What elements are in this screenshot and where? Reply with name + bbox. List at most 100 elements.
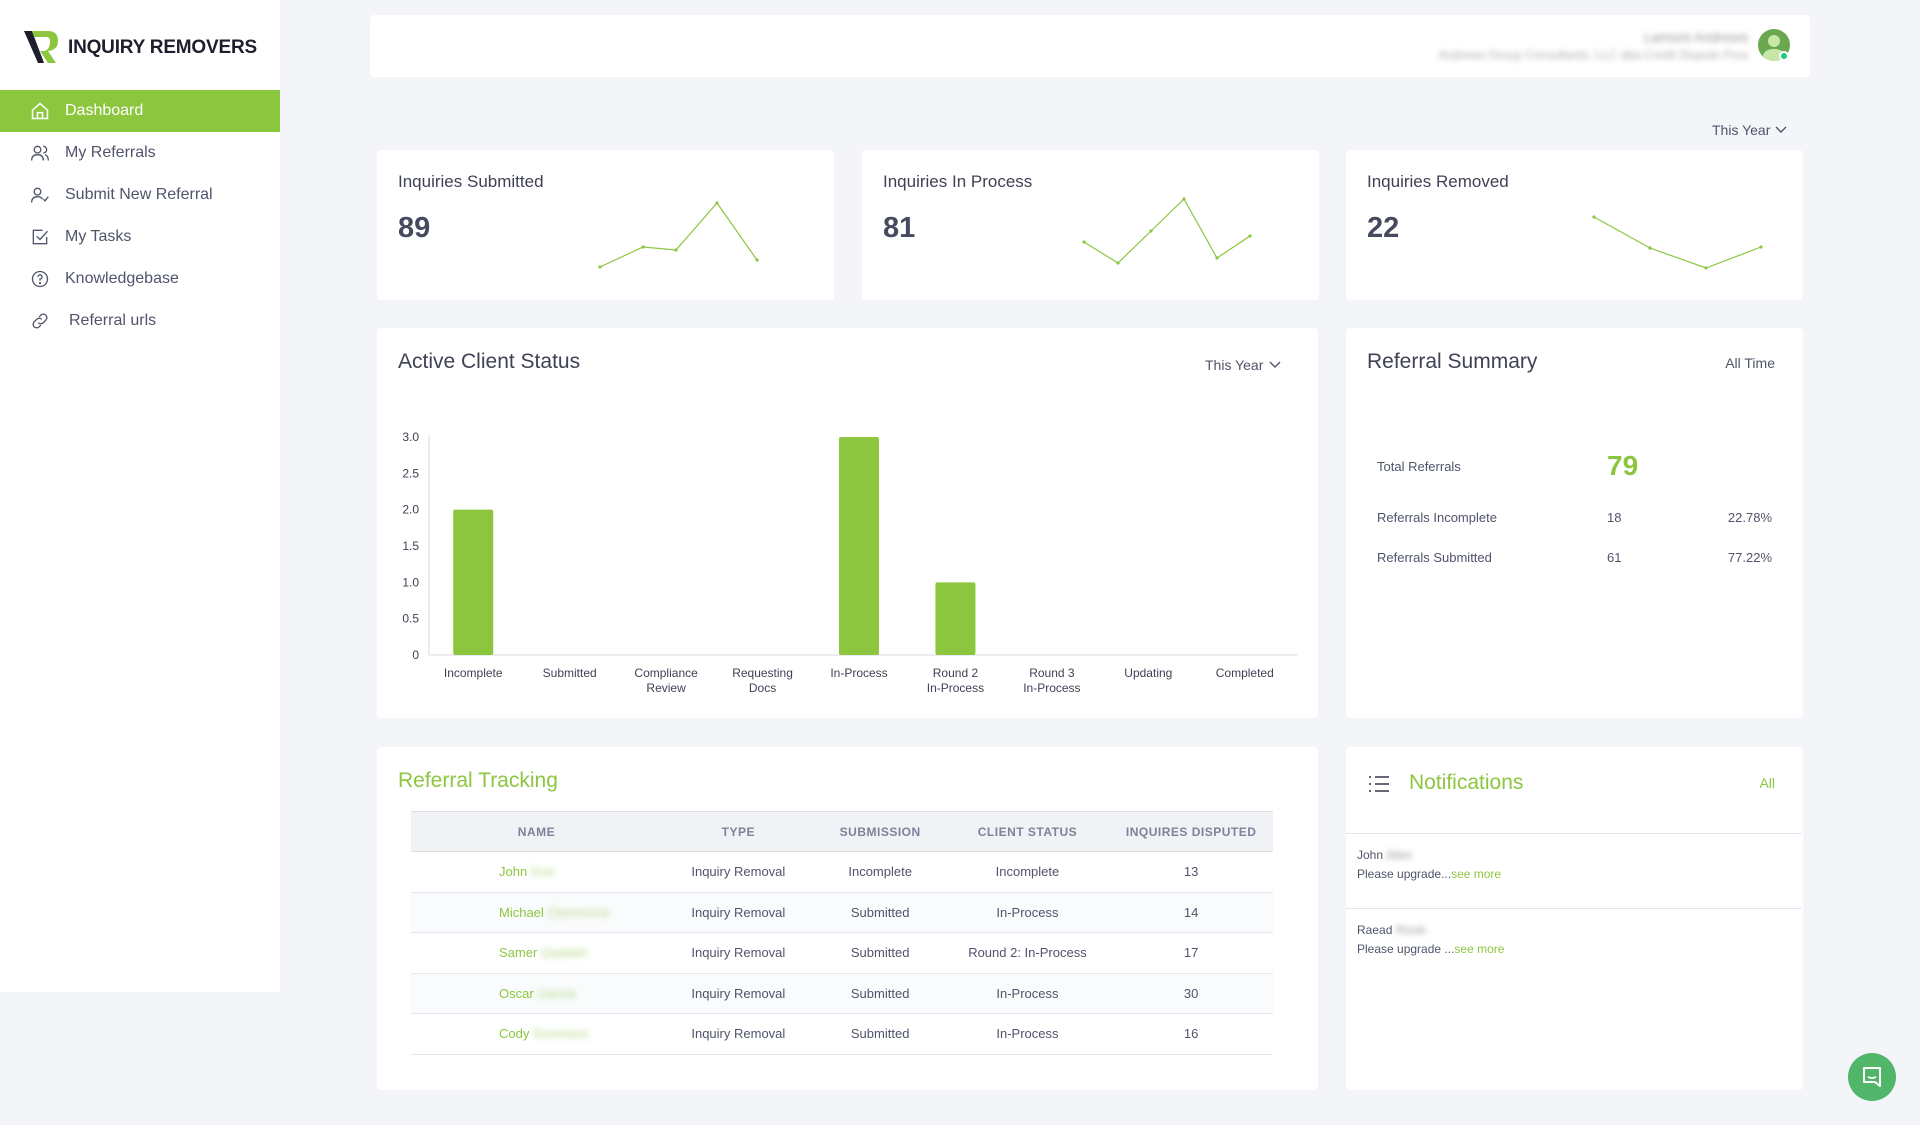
see-more-link[interactable]: see more <box>1454 942 1505 956</box>
stat-title: Inquiries Removed <box>1367 172 1509 191</box>
section-title: Referral Summary <box>1367 350 1538 373</box>
referral-name-link[interactable]: Oscar Garcia <box>499 986 576 1001</box>
referral-type: Inquiry Removal <box>661 973 815 1014</box>
summary-period-label[interactable]: All Time <box>1725 355 1775 371</box>
user-name: Lamont Andrews <box>1643 29 1748 45</box>
summary-total-row: Total Referrals 79 <box>1377 450 1772 482</box>
section-title: Notifications <box>1409 771 1524 794</box>
notification-sender-first: John <box>1357 848 1384 862</box>
stat-value: 22 <box>1367 212 1400 244</box>
sidebar-item-label: My Referrals <box>65 144 156 161</box>
first-name: John <box>499 864 528 880</box>
client-status: In-Process <box>945 973 1110 1014</box>
sparkline-in-process <box>1082 197 1252 265</box>
x-tick-label: Completed <box>1216 666 1274 680</box>
sidebar-item-knowledgebase[interactable]: Knowledgebase <box>0 258 280 300</box>
table-header-row: NAME TYPE SUBMISSION CLIENT STATUS INQUI… <box>411 811 1273 852</box>
help-circle-icon <box>30 269 50 289</box>
summary-count: 18 <box>1607 510 1622 525</box>
sidebar-item-my-referrals[interactable]: My Referrals <box>0 132 280 174</box>
chevron-down-icon <box>1269 361 1281 368</box>
referral-name-link[interactable]: John Doe <box>499 864 555 879</box>
last-name: Clemmons <box>547 904 610 920</box>
active-client-status-card: Active Client Status This Year 0 0.5 1.0 1.… <box>377 328 1318 718</box>
inquiries-disputed: 13 <box>1109 851 1273 893</box>
sidebar-item-label: Referral urls <box>69 312 157 329</box>
column-header-client-status[interactable]: CLIENT STATUS <box>945 811 1110 852</box>
active-client-status-chart: 0 0.5 1.0 1.5 2.0 2.5 3.0 Incomplete Submitted Co… <box>402 430 1297 695</box>
chevron-down-icon <box>1775 126 1787 133</box>
brand-logo[interactable]: INQUIRY REMOVERS <box>22 28 257 68</box>
sidebar-item-label: My Tasks <box>65 228 132 245</box>
referral-tracking-table: NAME TYPE SUBMISSION CLIENT STATUS INQUI… <box>411 811 1273 1055</box>
table-row[interactable]: Samer Qaddah Inquiry Removal Submitted R… <box>411 932 1273 974</box>
see-more-link[interactable]: see more <box>1451 867 1502 881</box>
first-name: Michael <box>499 904 544 920</box>
client-status: In-Process <box>945 1013 1110 1055</box>
referral-name-link[interactable]: Samer Qaddah <box>499 945 587 960</box>
chat-launcher-button[interactable] <box>1848 1053 1896 1101</box>
referral-name-link[interactable]: Cody Summers <box>499 1026 589 1041</box>
sidebar-item-label: Dashboard <box>65 102 144 119</box>
y-tick-label: 2.0 <box>402 503 419 517</box>
x-tick-label: Review <box>646 681 686 695</box>
referral-type: Inquiry Removal <box>661 1013 815 1055</box>
stat-value: 81 <box>883 212 916 244</box>
x-tick-label: Incomplete <box>444 666 503 680</box>
inquiries-disputed: 16 <box>1109 1013 1273 1055</box>
x-tick-label: Docs <box>749 681 776 695</box>
column-header-inquiries-disputed[interactable]: INQUIRES DISPUTED <box>1109 811 1273 852</box>
notification-sender-first: Raead <box>1357 923 1393 937</box>
summary-label: Referrals Incomplete <box>1377 510 1497 525</box>
x-tick-label: Requesting <box>732 666 793 680</box>
sidebar-item-submit-new-referral[interactable]: Submit New Referral <box>0 174 280 216</box>
summary-row: Referrals Incomplete 18 22.78% <box>1377 510 1772 525</box>
column-header-submission[interactable]: SUBMISSION <box>814 811 946 852</box>
table-row[interactable]: John Doe Inquiry Removal Incomplete Inco… <box>411 851 1273 893</box>
summary-count: 61 <box>1607 550 1622 565</box>
sidebar-item-referral-urls[interactable]: Referral urls <box>0 300 280 342</box>
link-icon <box>30 311 50 331</box>
last-name: Qaddah <box>540 945 588 961</box>
table-row[interactable]: Cody Summers Inquiry Removal Submitted I… <box>411 1013 1273 1055</box>
list-icon <box>1369 776 1389 792</box>
column-header-type[interactable]: TYPE <box>661 811 815 852</box>
stat-title: Inquiries In Process <box>883 172 1033 191</box>
sidebar-item-label: Submit New Referral <box>65 186 213 203</box>
column-header-name[interactable]: NAME <box>411 811 662 852</box>
sparkline-submitted <box>598 201 759 269</box>
summary-label: Total Referrals <box>1377 458 1461 474</box>
inquiries-disputed: 17 <box>1109 932 1273 974</box>
first-name: Samer <box>499 945 538 961</box>
submission-status: Submitted <box>814 892 946 933</box>
y-tick-label: 3.0 <box>402 430 419 444</box>
sidebar-item-dashboard[interactable]: Dashboard <box>0 90 280 132</box>
chart-period-select[interactable]: This Year <box>1205 357 1281 373</box>
notification-item[interactable]: Raead Rizek Please upgrade ...see more <box>1346 908 1802 983</box>
submission-status: Incomplete <box>814 851 946 893</box>
x-tick-label: Compliance <box>634 666 698 680</box>
online-status-dot <box>1779 51 1789 61</box>
submission-status: Submitted <box>814 1013 946 1055</box>
sidebar-item-my-tasks[interactable]: My Tasks <box>0 216 280 258</box>
submission-status: Submitted <box>814 973 946 1014</box>
notification-item[interactable]: John Allen Please upgrade...see more <box>1346 833 1802 908</box>
referral-name-link[interactable]: Michael Clemmons <box>499 905 610 920</box>
referral-type: Inquiry Removal <box>661 892 815 933</box>
logo-mark-icon <box>24 31 58 63</box>
table-row[interactable]: Michael Clemmons Inquiry Removal Submitt… <box>411 892 1273 933</box>
x-tick-label: Round 3 <box>1029 666 1075 680</box>
sidebar-nav: Dashboard My Referrals Submit New Referr… <box>0 90 280 342</box>
table-row[interactable]: Oscar Garcia Inquiry Removal Submitted I… <box>411 973 1273 1014</box>
sparkline-removed <box>1592 215 1763 270</box>
sidebar-item-label: Knowledgebase <box>65 270 179 287</box>
inquiries-disputed: 30 <box>1109 973 1273 1014</box>
stats-period-select[interactable]: This Year <box>1712 122 1787 138</box>
notifications-all-link[interactable]: All <box>1759 775 1775 791</box>
brand-name: INQUIRY REMOVERS <box>68 37 257 58</box>
users-icon <box>30 143 50 163</box>
client-status: In-Process <box>945 892 1110 933</box>
x-tick-label: Updating <box>1124 666 1172 680</box>
x-tick-label: In-Process <box>1023 681 1080 695</box>
summary-percent: 22.78% <box>1727 510 1772 525</box>
